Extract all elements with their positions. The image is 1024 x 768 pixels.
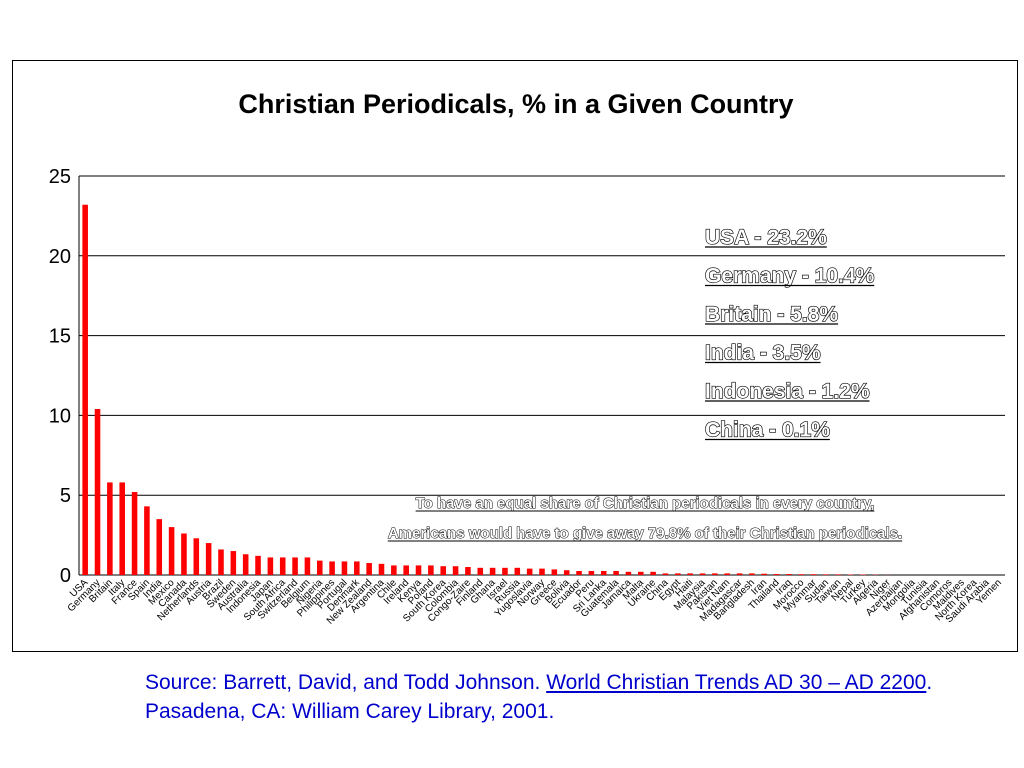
callout-text: Germany - 10.4% [705,265,875,288]
bar [712,573,718,575]
bar [539,568,545,575]
bar [736,573,743,575]
y-tick-label: 20 [49,246,71,268]
bar [82,204,88,575]
bar [699,573,706,575]
bar [329,561,335,575]
bar [168,527,175,575]
bar [230,551,237,575]
bar [119,482,125,575]
bar [415,565,422,575]
bar [242,554,249,575]
y-tick-label: 0 [60,565,71,587]
callout-list: USA - 23.2% Germany - 10.4% Britain - 5.8%… [704,225,875,442]
bar [131,492,138,575]
note-line: Americans would have to give away 79.8% … [388,525,902,542]
bar [279,557,286,575]
bar [144,506,150,575]
bar [267,557,274,575]
bar [687,573,693,575]
y-axis-ticks: 0 5 10 15 20 25 [49,166,71,587]
bar [255,555,261,575]
source-book-title-link[interactable]: World Christian Trends AD 30 – AD 2200 [546,671,927,694]
bar [798,574,805,575]
bar [341,561,348,575]
source-prefix: Source: Barrett, David, and Todd Johnson… [145,671,547,694]
bar [477,567,484,575]
bar [835,574,842,575]
bar [156,519,163,575]
bar [551,569,558,575]
bar [810,574,817,575]
callout-text: Indonesia - 1.2% [705,380,870,403]
bar-chart: Christian Periodicals, % in a Given Coun… [49,89,1005,627]
bar [378,563,385,575]
bar [465,567,471,575]
note-line: To have an equal share of Christian peri… [416,495,875,512]
bar [502,567,508,575]
bar [403,565,409,575]
callout-text: Britain - 5.8% [705,303,838,326]
y-tick-label: 25 [49,166,71,188]
source-citation: Source: Barrett, David, and Todd Johnson… [145,668,1005,726]
bar [823,574,829,575]
y-tick-label: 10 [49,405,71,427]
bar [94,409,101,575]
bar [489,567,496,575]
callout-text: China - 0.1% [705,419,830,442]
bar [761,573,768,575]
bar [675,573,681,575]
source-suffix: . Pasadena, CA: William Carey Library, 2… [145,671,933,723]
bar [563,570,570,575]
bar [218,549,224,575]
x-axis-category-labels: USAGermanyBritainItalyFranceSpainIndiaMe… [66,577,1004,627]
bar [637,571,644,575]
callout-text: USA - 23.2% [705,226,827,249]
bar [625,571,632,575]
bar [613,571,619,575]
bar [354,561,360,575]
bar [292,557,298,575]
gridlines [78,175,1005,576]
bar [316,560,323,575]
bar [304,557,311,575]
bar [366,563,372,575]
bar [107,482,113,575]
bar [181,533,187,575]
chart-frame: Christian Periodicals, % in a Given Coun… [12,60,1018,652]
bar [514,567,521,575]
bar [428,565,434,575]
footnote-text: To have an equal share of Christian peri… [387,495,902,543]
bar [193,538,200,575]
bar [773,574,780,575]
bars [82,204,891,575]
bar [440,566,447,575]
y-tick-label: 15 [49,326,71,348]
bar [786,574,792,575]
bar [662,573,669,575]
chart-title: Christian Periodicals, % in a Given Coun… [238,89,793,119]
bar [749,573,755,575]
bar [391,565,397,575]
bar [724,573,730,575]
bar [526,568,533,575]
bar [650,571,656,575]
callout-text: India - 3.5% [705,342,821,365]
bar [600,571,607,575]
y-tick-label: 5 [60,485,71,507]
bar [452,566,459,575]
bar [205,543,212,575]
bar [576,571,582,575]
bar [588,571,595,575]
